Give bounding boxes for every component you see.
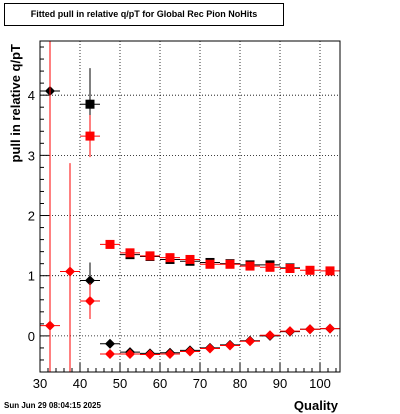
data-point-diamond	[205, 343, 215, 354]
y-tick-label: 1	[28, 269, 35, 284]
data-point-diamond	[325, 323, 335, 334]
data-point-diamond	[165, 348, 175, 359]
data-point-square	[285, 263, 295, 273]
x-tick-label: 30	[33, 376, 47, 391]
data-point-diamond	[265, 330, 275, 341]
data-point-square	[185, 254, 195, 264]
chart-title-box: Fitted pull in relative q/pT for Global …	[4, 3, 284, 26]
y-tick-label: 2	[28, 209, 35, 224]
data-point-diamond	[225, 340, 235, 351]
plot-frame	[39, 40, 341, 373]
x-tick-label: 50	[113, 376, 127, 391]
axis-ticks	[39, 46, 337, 373]
grid-lines	[40, 41, 340, 372]
data-point-square	[325, 266, 335, 276]
data-point-square	[265, 262, 275, 272]
timestamp: Sun Jun 29 08:04:15 2025	[4, 401, 101, 410]
data-point-diamond	[45, 320, 55, 331]
x-tick-label: 100	[309, 376, 331, 391]
data-point-square	[125, 248, 135, 258]
data-point-square	[105, 239, 115, 249]
series-0	[40, 85, 340, 359]
series-3	[80, 115, 340, 276]
data-point-diamond	[305, 324, 315, 335]
x-tick-label: 40	[73, 376, 87, 391]
data-point-diamond	[145, 349, 155, 360]
data-point-diamond	[85, 295, 95, 306]
x-tick-label: 70	[193, 376, 207, 391]
data-point-square	[145, 251, 155, 261]
data-point-diamond	[185, 346, 195, 357]
data-point-square	[165, 253, 175, 263]
y-axis-label: pull in relative q/pT	[8, 44, 23, 163]
data-point-square	[225, 259, 235, 269]
data-point-diamond	[105, 348, 115, 359]
data-series	[40, 41, 340, 372]
chart-title: Fitted pull in relative q/pT for Global …	[30, 9, 258, 19]
x-tick-label: 60	[153, 376, 167, 391]
x-axis-label: Quality	[294, 398, 339, 413]
data-point-square	[85, 99, 95, 109]
data-point-square	[205, 259, 215, 269]
data-point-diamond	[85, 275, 95, 286]
data-point-diamond	[285, 326, 295, 337]
data-point-diamond	[245, 336, 255, 347]
data-point-diamond	[125, 348, 135, 359]
y-tick-label: 0	[28, 329, 35, 344]
series-2	[40, 41, 340, 372]
data-point-diamond	[105, 338, 115, 349]
data-point-square	[85, 131, 95, 141]
data-point-square	[305, 265, 315, 275]
tick-labels: 30 40 50 60 70 80 90 100 0 1 2 3 4	[28, 88, 331, 391]
x-tick-label: 90	[273, 376, 287, 391]
x-tick-label: 80	[233, 376, 247, 391]
y-tick-label: 3	[28, 148, 35, 163]
data-point-diamond	[65, 266, 75, 277]
data-point-square	[245, 261, 255, 271]
y-tick-label: 4	[28, 88, 35, 103]
